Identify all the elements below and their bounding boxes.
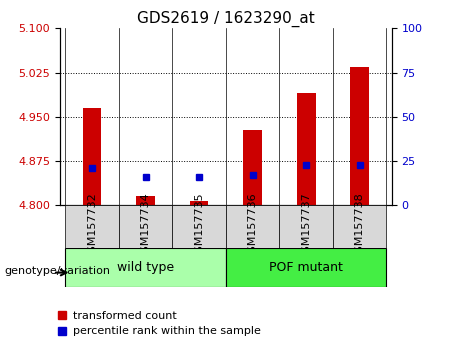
- FancyBboxPatch shape: [65, 205, 119, 248]
- Text: GSM157736: GSM157736: [248, 193, 258, 261]
- Text: GSM157737: GSM157737: [301, 193, 311, 261]
- Text: wild type: wild type: [117, 261, 174, 274]
- Bar: [136, 196, 155, 205]
- Text: genotype/variation: genotype/variation: [5, 266, 111, 276]
- Bar: [297, 93, 316, 205]
- Text: GSM157735: GSM157735: [194, 193, 204, 261]
- Bar: [83, 108, 101, 205]
- Bar: [243, 130, 262, 205]
- Text: GSM157738: GSM157738: [355, 193, 365, 261]
- FancyBboxPatch shape: [65, 248, 226, 287]
- Title: GDS2619 / 1623290_at: GDS2619 / 1623290_at: [137, 11, 315, 27]
- Text: GSM157732: GSM157732: [87, 193, 97, 261]
- Bar: [350, 67, 369, 205]
- Text: GSM157734: GSM157734: [141, 193, 151, 261]
- FancyBboxPatch shape: [279, 205, 333, 248]
- FancyBboxPatch shape: [226, 248, 386, 287]
- Text: POF mutant: POF mutant: [269, 261, 343, 274]
- Bar: [190, 201, 208, 205]
- FancyBboxPatch shape: [172, 205, 226, 248]
- FancyBboxPatch shape: [119, 205, 172, 248]
- Legend: transformed count, percentile rank within the sample: transformed count, percentile rank withi…: [52, 307, 265, 341]
- FancyBboxPatch shape: [226, 205, 279, 248]
- FancyBboxPatch shape: [333, 205, 386, 248]
